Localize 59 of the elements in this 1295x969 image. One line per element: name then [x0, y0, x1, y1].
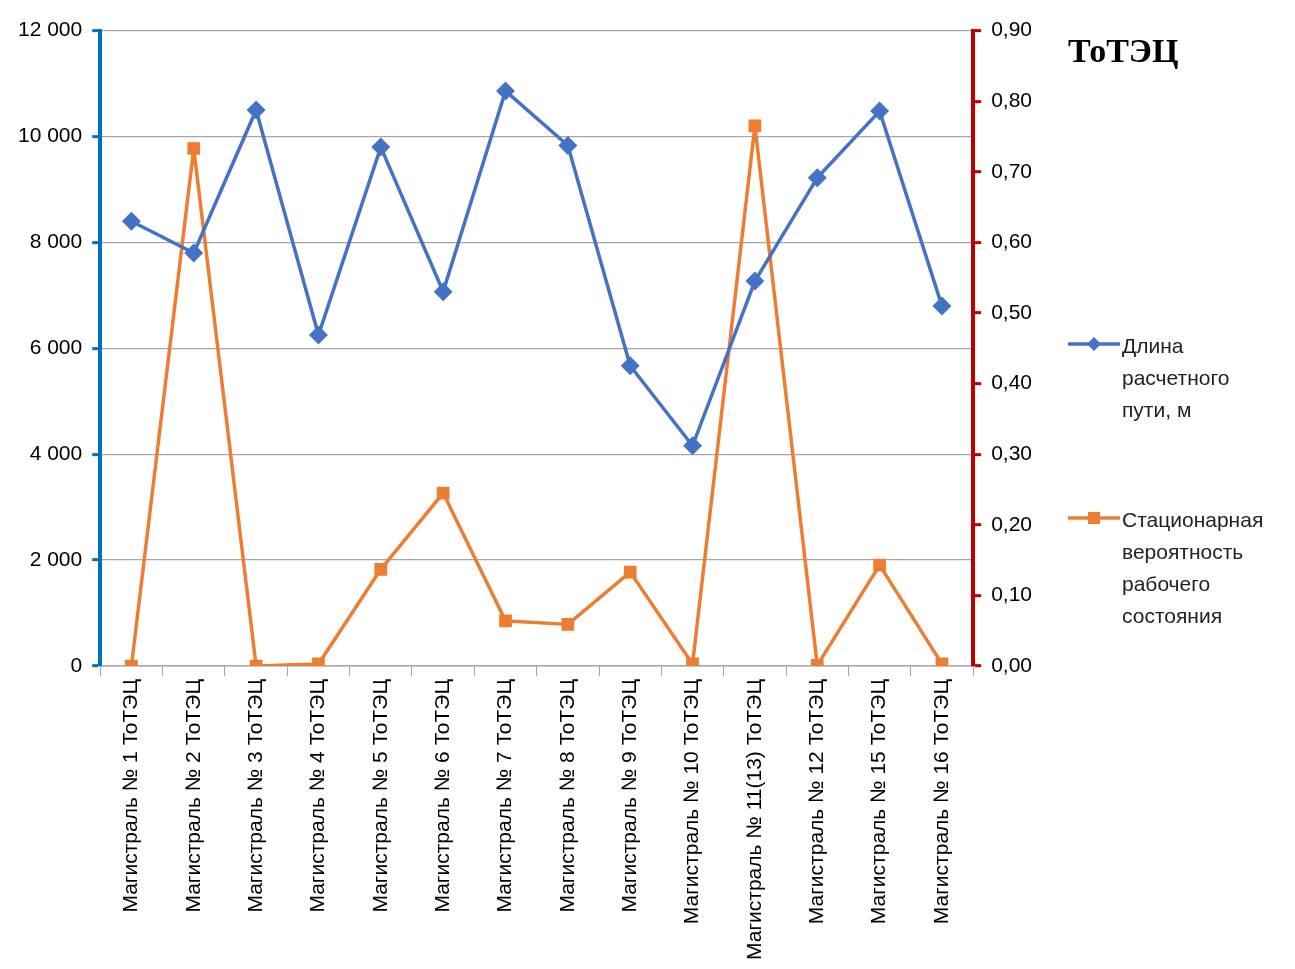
x-tick-label: Магистраль № 15 ТоТЭЦ [866, 678, 890, 925]
point [873, 558, 886, 572]
x-tick-label: Магистраль № 1 ТоТЭЦ [118, 678, 142, 913]
point [683, 437, 702, 455]
x-tick-label: Магистраль № 2 ТоТЭЦ [180, 678, 204, 913]
point [623, 565, 637, 579]
point [746, 272, 764, 290]
y2-tick-label: 0,90 [991, 17, 1032, 41]
point [870, 102, 889, 120]
x-tick-label: Магистраль № 8 ТоТЭЦ [554, 678, 578, 913]
x-tick-label: Магистраль № 12 ТоТЭЦ [804, 678, 828, 925]
x-tick-label: Магистраль № 4 ТоТЭЦ [305, 678, 329, 913]
point [122, 212, 141, 230]
point [748, 119, 762, 133]
point [374, 562, 388, 576]
y2-tick-label: 0,50 [991, 299, 1032, 323]
x-tick-label: Магистраль № 9 ТоТЭЦ [617, 678, 640, 913]
point [247, 101, 265, 119]
y2-tick-label: 0,70 [991, 158, 1032, 182]
x-tick-label: Магистраль № 7 ТоТЭЦ [492, 678, 516, 913]
point [499, 614, 512, 628]
point [436, 486, 450, 500]
legend-label: Длина расчетного пути, м [1122, 333, 1231, 423]
y2-tick-label: 0,60 [991, 229, 1032, 253]
legend-label: Стационарная вероятность рабочего состояния [1122, 507, 1265, 629]
y-tick-label: 8 000 [29, 229, 83, 253]
point [935, 657, 949, 667]
x-tick-label: Магистраль № 6 ТоТЭЦ [429, 678, 453, 913]
y-tick-label: 2 000 [29, 546, 83, 570]
point [496, 82, 515, 100]
y2-tick-label: 0,00 [991, 652, 1032, 676]
text: ТоТЭЦ [1068, 32, 1179, 70]
x-tick-label: Магистраль № 5 ТоТЭЦ [367, 678, 391, 913]
y2-tick-label: 0,20 [991, 511, 1032, 535]
x-tick-label: Магистраль № 10 ТоТЭЦ [679, 678, 703, 925]
x-tick-label: Магистраль № 11(13) ТоТЭЦ [741, 678, 765, 960]
y2-tick-label: 0,30 [991, 441, 1032, 465]
x-tick-label: Магистраль № 16 ТоТЭЦ [928, 678, 952, 925]
point [309, 326, 328, 344]
y2-tick-label: 0,10 [991, 582, 1032, 606]
point [312, 657, 325, 667]
x-tick-label: Магистраль № 3 ТоТЭЦ [242, 678, 266, 913]
point [185, 244, 203, 262]
point [561, 618, 575, 631]
point [808, 169, 826, 187]
point [686, 657, 699, 667]
y2-tick-label: 0,80 [991, 88, 1032, 111]
y-tick-label: 12 000 [18, 17, 83, 41]
point [187, 142, 201, 155]
point [933, 297, 951, 315]
point [621, 357, 639, 375]
point [434, 282, 452, 301]
point [559, 136, 577, 155]
y-tick-label: 4 000 [29, 441, 83, 465]
y-tick-label: 0 [70, 652, 83, 676]
point [372, 138, 390, 156]
y2-tick-label: 0,40 [991, 370, 1032, 394]
y-tick-label: 10 000 [18, 123, 83, 147]
y-tick-label: 6 000 [29, 335, 83, 359]
